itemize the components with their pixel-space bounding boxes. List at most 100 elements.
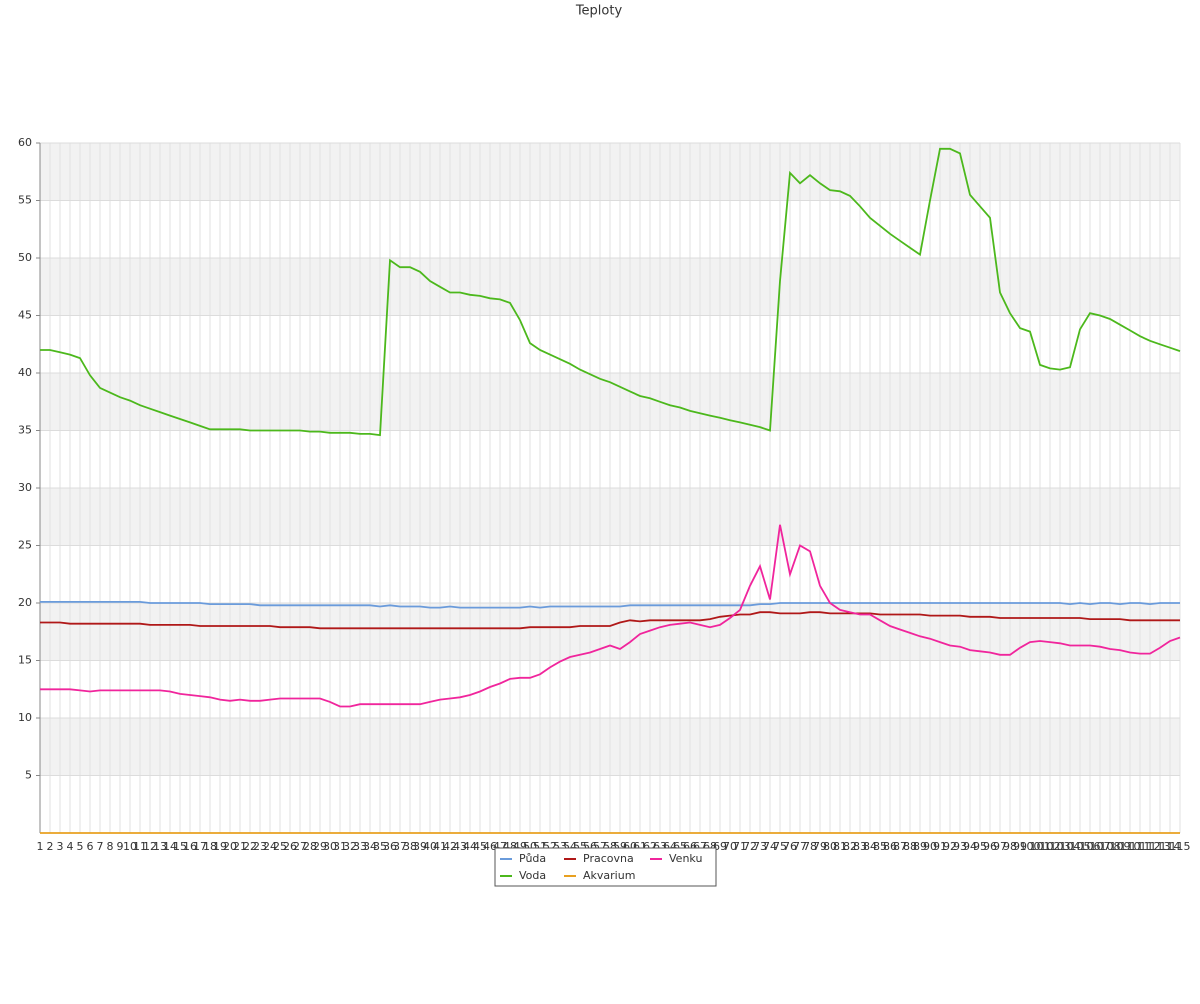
x-tick-label: 45 [473, 840, 487, 853]
x-tick-label: 90 [923, 840, 937, 853]
x-tick-label: 104 [1060, 840, 1081, 853]
x-tick-label: 2 [47, 840, 54, 853]
legend-label: Akvarium [583, 869, 635, 882]
x-tick-label: 72 [743, 840, 757, 853]
y-tick-label: 50 [18, 251, 32, 264]
x-tick-label: 4 [67, 840, 74, 853]
x-tick-label: 38 [403, 840, 417, 853]
y-tick-label: 55 [18, 194, 32, 207]
legend-label: Půda [519, 852, 546, 865]
y-tick-label: 30 [18, 481, 32, 494]
y-tick-label: 45 [18, 309, 32, 322]
x-tick-label: 33 [353, 840, 367, 853]
y-tick-label: 25 [18, 539, 32, 552]
x-tick-label: 102 [1040, 840, 1061, 853]
x-tick-label: 5 [77, 840, 84, 853]
x-tick-label: 111 [1130, 840, 1151, 853]
x-tick-label: 99 [1013, 840, 1027, 853]
x-tick-label: 82 [843, 840, 857, 853]
legend-label: Venku [669, 852, 702, 865]
x-tick-label: 86 [883, 840, 897, 853]
x-tick-label: 28 [303, 840, 317, 853]
x-tick-label: 10 [123, 840, 137, 853]
x-tick-label: 88 [903, 840, 917, 853]
x-tick-label: 83 [853, 840, 867, 853]
x-tick-label: 12 [143, 840, 157, 853]
x-tick-label: 3 [57, 840, 64, 853]
chart-title: Teploty [575, 4, 623, 19]
x-tick-label: 92 [943, 840, 957, 853]
y-tick-label: 35 [18, 424, 32, 437]
x-tick-label: 37 [393, 840, 407, 853]
x-tick-label: 41 [433, 840, 447, 853]
x-tick-label: 44 [463, 840, 477, 853]
x-tick-label: 100 [1020, 840, 1041, 853]
x-tick-label: 108 [1100, 840, 1121, 853]
x-tick-label: 40 [423, 840, 437, 853]
x-tick-label: 20 [223, 840, 237, 853]
x-tick-label: 32 [343, 840, 357, 853]
x-tick-label: 70 [723, 840, 737, 853]
x-tick-label: 9 [117, 840, 124, 853]
x-tick-label: 73 [753, 840, 767, 853]
x-tick-label: 94 [963, 840, 977, 853]
x-tick-label: 96 [983, 840, 997, 853]
x-tick-label: 95 [973, 840, 987, 853]
x-tick-label: 76 [783, 840, 797, 853]
x-tick-label: 16 [183, 840, 197, 853]
series-line [40, 147, 1181, 437]
x-tick-label: 113 [1150, 840, 1171, 853]
x-tick-label: 105 [1070, 840, 1091, 853]
y-tick-label: 15 [18, 654, 32, 667]
series-line [40, 601, 1180, 609]
y-tick-label: 60 [18, 136, 32, 149]
x-tick-label: 115 [1170, 840, 1191, 853]
x-tick-label: 112 [1140, 840, 1161, 853]
x-tick-label: 24 [263, 840, 277, 853]
x-tick-label: 34 [363, 840, 377, 853]
y-tick-label: 40 [18, 366, 32, 379]
y-tick-label: 20 [18, 596, 32, 609]
x-tick-label: 107 [1090, 840, 1111, 853]
x-tick-label: 17 [193, 840, 207, 853]
x-tick-label: 11 [133, 840, 147, 853]
legend-label: Pracovna [583, 852, 634, 865]
x-tick-label: 75 [773, 840, 787, 853]
x-tick-label: 30 [323, 840, 337, 853]
x-tick-label: 36 [383, 840, 397, 853]
x-tick-label: 6 [87, 840, 94, 853]
x-tick-label: 109 [1110, 840, 1131, 853]
series-line [40, 524, 1181, 708]
x-tick-label: 93 [953, 840, 967, 853]
x-tick-label: 110 [1120, 840, 1141, 853]
x-tick-label: 97 [993, 840, 1007, 853]
x-tick-label: 21 [233, 840, 247, 853]
x-tick-label: 1 [37, 840, 44, 853]
x-tick-label: 106 [1080, 840, 1101, 853]
series-line [40, 611, 1180, 630]
x-tick-label: 71 [733, 840, 747, 853]
x-tick-label: 84 [863, 840, 877, 853]
x-tick-label: 18 [203, 840, 217, 853]
x-tick-label: 15 [173, 840, 187, 853]
x-tick-label: 46 [483, 840, 497, 853]
x-tick-label: 27 [293, 840, 307, 853]
x-tick-label: 114 [1160, 840, 1181, 853]
x-tick-label: 7 [97, 840, 104, 853]
x-tick-label: 98 [1003, 840, 1017, 853]
x-tick-label: 85 [873, 840, 887, 853]
x-tick-label: 8 [107, 840, 114, 853]
x-tick-label: 81 [833, 840, 847, 853]
x-tick-label: 77 [793, 840, 807, 853]
x-tick-label: 29 [313, 840, 327, 853]
x-tick-label: 14 [163, 840, 177, 853]
y-tick-label: 5 [25, 769, 32, 782]
x-tick-label: 23 [253, 840, 267, 853]
x-tick-label: 74 [763, 840, 777, 853]
x-tick-label: 39 [413, 840, 427, 853]
x-tick-label: 19 [213, 840, 227, 853]
x-tick-label: 101 [1030, 840, 1051, 853]
x-tick-label: 91 [933, 840, 947, 853]
x-tick-label: 43 [453, 840, 467, 853]
